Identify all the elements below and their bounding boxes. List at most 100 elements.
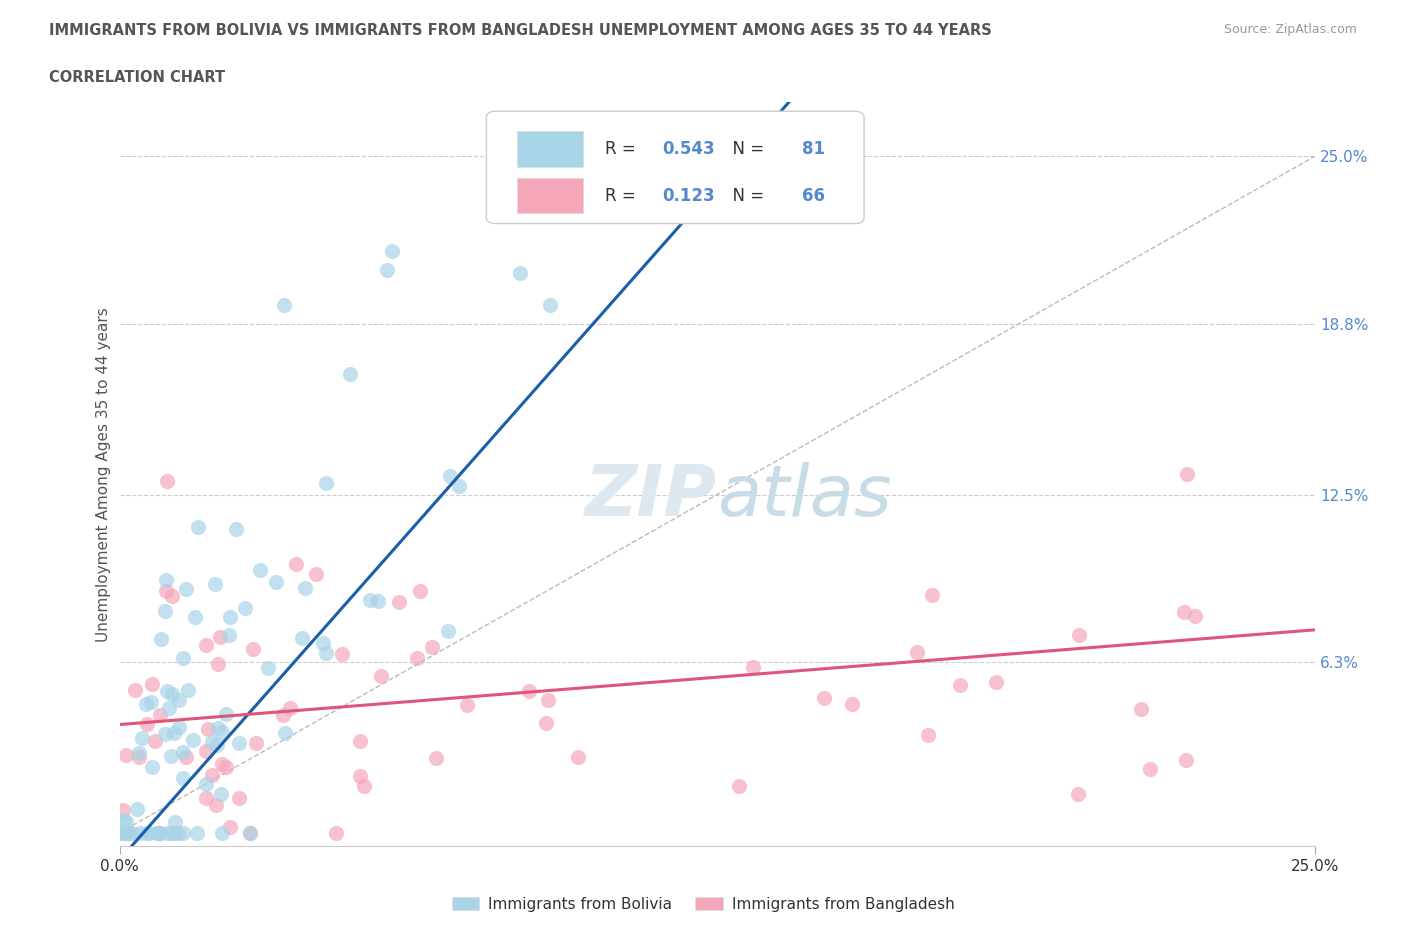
Point (112, 813, 135, 828)
Point (420, 640, 443, 655)
Point (201, 768, 224, 783)
Point (207, 721, 229, 736)
Point (219, 820, 242, 835)
Point (207, 737, 229, 752)
Point (905, 644, 928, 659)
Point (125, 802, 148, 817)
Point (239, 825, 262, 840)
Point (219, 609, 242, 624)
Point (208, 630, 231, 644)
Point (156, 825, 179, 840)
Point (163, 725, 186, 740)
Bar (517, 131, 583, 167)
Point (312, 635, 335, 650)
Point (285, 556, 308, 571)
Point (141, 676, 163, 691)
Point (239, 825, 262, 840)
Point (117, 825, 139, 840)
Point (235, 601, 257, 616)
Point (215, 707, 238, 722)
Y-axis label: Unemployment Among Ages 35 to 44 years: Unemployment Among Ages 35 to 44 years (96, 307, 111, 642)
Point (567, 750, 589, 764)
Point (155, 583, 177, 598)
Point (148, 708, 170, 723)
Text: atlas: atlas (717, 462, 891, 531)
Point (146, 825, 169, 840)
Point (148, 825, 170, 840)
Point (349, 768, 371, 783)
Point (160, 825, 183, 840)
Point (111, 825, 134, 840)
Point (186, 825, 208, 840)
Point (274, 725, 297, 740)
Point (174, 750, 197, 764)
Text: Source: ZipAtlas.com: Source: ZipAtlas.com (1223, 23, 1357, 36)
Point (456, 698, 478, 712)
Point (162, 686, 184, 701)
Text: R =: R = (605, 140, 641, 158)
Point (211, 757, 233, 772)
Point (741, 659, 763, 674)
Point (1139, 762, 1161, 777)
Point (115, 825, 138, 840)
Point (136, 825, 159, 840)
Point (405, 651, 427, 666)
Point (197, 721, 219, 736)
Text: 0.123: 0.123 (662, 187, 714, 205)
Point (124, 683, 146, 698)
Point (339, 367, 361, 382)
Legend: Immigrants from Bolivia, Immigrants from Bangladesh: Immigrants from Bolivia, Immigrants from… (446, 890, 960, 918)
Point (536, 693, 558, 708)
Text: 0.543: 0.543 (662, 140, 714, 158)
Point (409, 584, 432, 599)
Point (517, 684, 540, 698)
Point (174, 581, 197, 596)
Point (155, 604, 177, 618)
Point (162, 589, 184, 604)
Point (228, 790, 250, 805)
Point (157, 700, 180, 715)
Point (273, 298, 295, 312)
Point (129, 825, 152, 840)
Point (195, 637, 218, 652)
Point (986, 674, 1008, 689)
Point (118, 825, 141, 840)
Point (359, 592, 381, 607)
Point (172, 771, 194, 786)
Point (917, 728, 939, 743)
Point (128, 746, 150, 761)
Point (143, 734, 166, 749)
Point (205, 798, 228, 813)
Point (114, 748, 136, 763)
Point (841, 697, 863, 711)
Point (1129, 701, 1152, 716)
Text: 81: 81 (801, 140, 825, 158)
Point (211, 825, 233, 840)
Point (114, 825, 136, 840)
Point (148, 825, 170, 840)
Point (375, 262, 398, 277)
Point (290, 631, 312, 645)
Point (149, 631, 172, 646)
Point (370, 669, 392, 684)
Point (249, 562, 271, 577)
Point (245, 736, 267, 751)
Point (166, 825, 188, 840)
Point (165, 814, 187, 829)
Point (388, 595, 411, 610)
Point (447, 479, 470, 494)
Point (155, 727, 177, 742)
Point (128, 750, 150, 764)
Point (155, 573, 177, 588)
Point (921, 588, 943, 603)
Point (1175, 466, 1198, 481)
Point (172, 651, 194, 666)
Point (167, 692, 190, 707)
Point (131, 731, 153, 746)
Point (349, 734, 371, 749)
Point (209, 787, 232, 802)
Point (381, 244, 404, 259)
Point (201, 735, 224, 750)
Point (165, 825, 187, 840)
Point (278, 700, 301, 715)
